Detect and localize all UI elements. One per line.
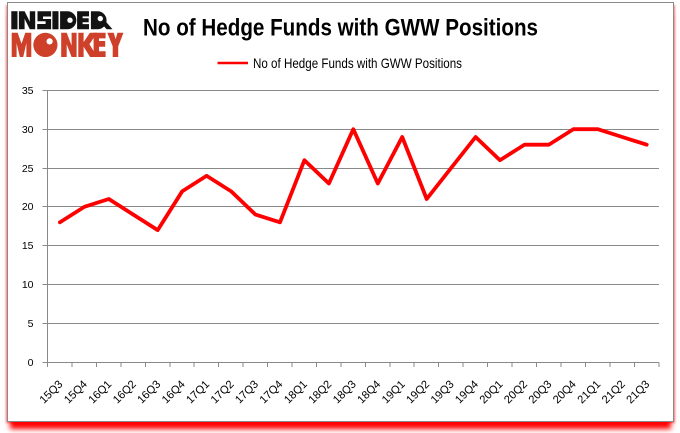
svg-text:5: 5 [28, 318, 34, 330]
svg-text:25: 25 [22, 163, 34, 175]
svg-text:15Q4: 15Q4 [62, 378, 90, 406]
svg-text:19Q3: 19Q3 [429, 378, 457, 406]
svg-text:21Q2: 21Q2 [600, 378, 628, 406]
svg-text:No of Hedge Funds with GWW Pos: No of Hedge Funds with GWW Positions [143, 15, 538, 42]
svg-text:18Q4: 18Q4 [355, 378, 383, 406]
svg-text:10: 10 [22, 279, 34, 291]
svg-text:16Q3: 16Q3 [135, 378, 163, 406]
svg-text:20Q4: 20Q4 [551, 378, 579, 406]
svg-text:19Q4: 19Q4 [453, 378, 481, 406]
svg-text:16Q1: 16Q1 [86, 378, 114, 406]
svg-text:15Q3: 15Q3 [38, 378, 66, 406]
svg-text:17Q2: 17Q2 [209, 378, 237, 406]
svg-text:20Q1: 20Q1 [478, 378, 506, 406]
svg-text:18Q1: 18Q1 [282, 378, 310, 406]
svg-text:16Q2: 16Q2 [111, 378, 139, 406]
svg-text:18Q2: 18Q2 [306, 378, 334, 406]
svg-text:17Q4: 17Q4 [258, 378, 286, 406]
svg-text:18Q3: 18Q3 [331, 378, 359, 406]
svg-text:No of Hedge Funds with GWW Pos: No of Hedge Funds with GWW Positions [253, 55, 462, 71]
svg-text:21Q1: 21Q1 [575, 378, 603, 406]
svg-text:19Q1: 19Q1 [380, 378, 408, 406]
svg-text:0: 0 [28, 357, 34, 369]
svg-text:17Q1: 17Q1 [184, 378, 212, 406]
svg-text:17Q3: 17Q3 [233, 378, 261, 406]
svg-text:21Q3: 21Q3 [624, 378, 652, 406]
svg-text:20: 20 [22, 201, 34, 213]
svg-text:15: 15 [22, 240, 34, 252]
svg-text:35: 35 [22, 85, 34, 97]
svg-text:16Q4: 16Q4 [160, 378, 188, 406]
svg-text:20Q2: 20Q2 [502, 378, 530, 406]
svg-text:30: 30 [22, 124, 34, 136]
svg-text:19Q2: 19Q2 [404, 378, 432, 406]
svg-text:20Q3: 20Q3 [527, 378, 555, 406]
